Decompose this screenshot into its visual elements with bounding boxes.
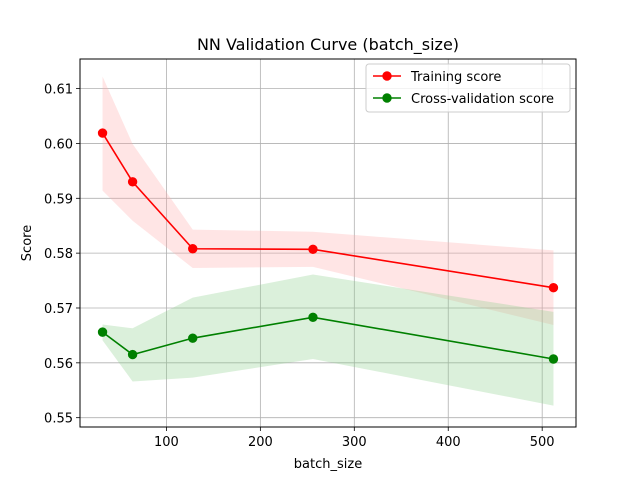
legend-label-cross-validation: Cross-validation score xyxy=(411,92,554,107)
y-tick-label: 0.57 xyxy=(44,302,73,317)
y-tick-label: 0.58 xyxy=(44,247,73,262)
x-tick-label: 200 xyxy=(248,435,273,450)
training-point xyxy=(128,178,136,186)
y-tick-label: 0.59 xyxy=(44,192,73,207)
y-tick-label: 0.60 xyxy=(44,137,73,152)
training-point xyxy=(98,129,106,137)
x-tick-label: 300 xyxy=(342,435,367,450)
cross-validation-point xyxy=(98,328,106,336)
cross-validation-point xyxy=(549,355,557,363)
x-axis-ticks: 100 200 300 400 500 xyxy=(154,427,555,450)
y-axis-label: Score xyxy=(20,225,35,261)
cross-validation-point xyxy=(128,350,136,358)
y-tick-label: 0.56 xyxy=(44,357,73,372)
legend-marker-training xyxy=(383,72,391,80)
legend-marker-cross-validation xyxy=(383,94,391,102)
y-tick-label: 0.55 xyxy=(44,412,73,427)
y-tick-label: 0.61 xyxy=(44,83,73,98)
x-tick-label: 400 xyxy=(436,435,461,450)
confidence-bands xyxy=(103,77,554,406)
x-tick-label: 100 xyxy=(154,435,179,450)
training-point xyxy=(309,245,317,253)
cross-validation-point xyxy=(309,313,317,321)
chart-title: NN Validation Curve (batch_size) xyxy=(197,35,459,55)
legend-label-training: Training score xyxy=(410,70,501,85)
x-axis-label: batch_size xyxy=(294,457,362,472)
legend: Training score Cross-validation score xyxy=(366,64,570,112)
y-axis-ticks: 0.55 0.56 0.57 0.58 0.59 0.60 0.61 xyxy=(44,83,80,427)
training-point xyxy=(189,245,197,253)
training-point xyxy=(549,283,557,291)
x-tick-label: 500 xyxy=(530,435,555,450)
cross-validation-point xyxy=(189,334,197,342)
